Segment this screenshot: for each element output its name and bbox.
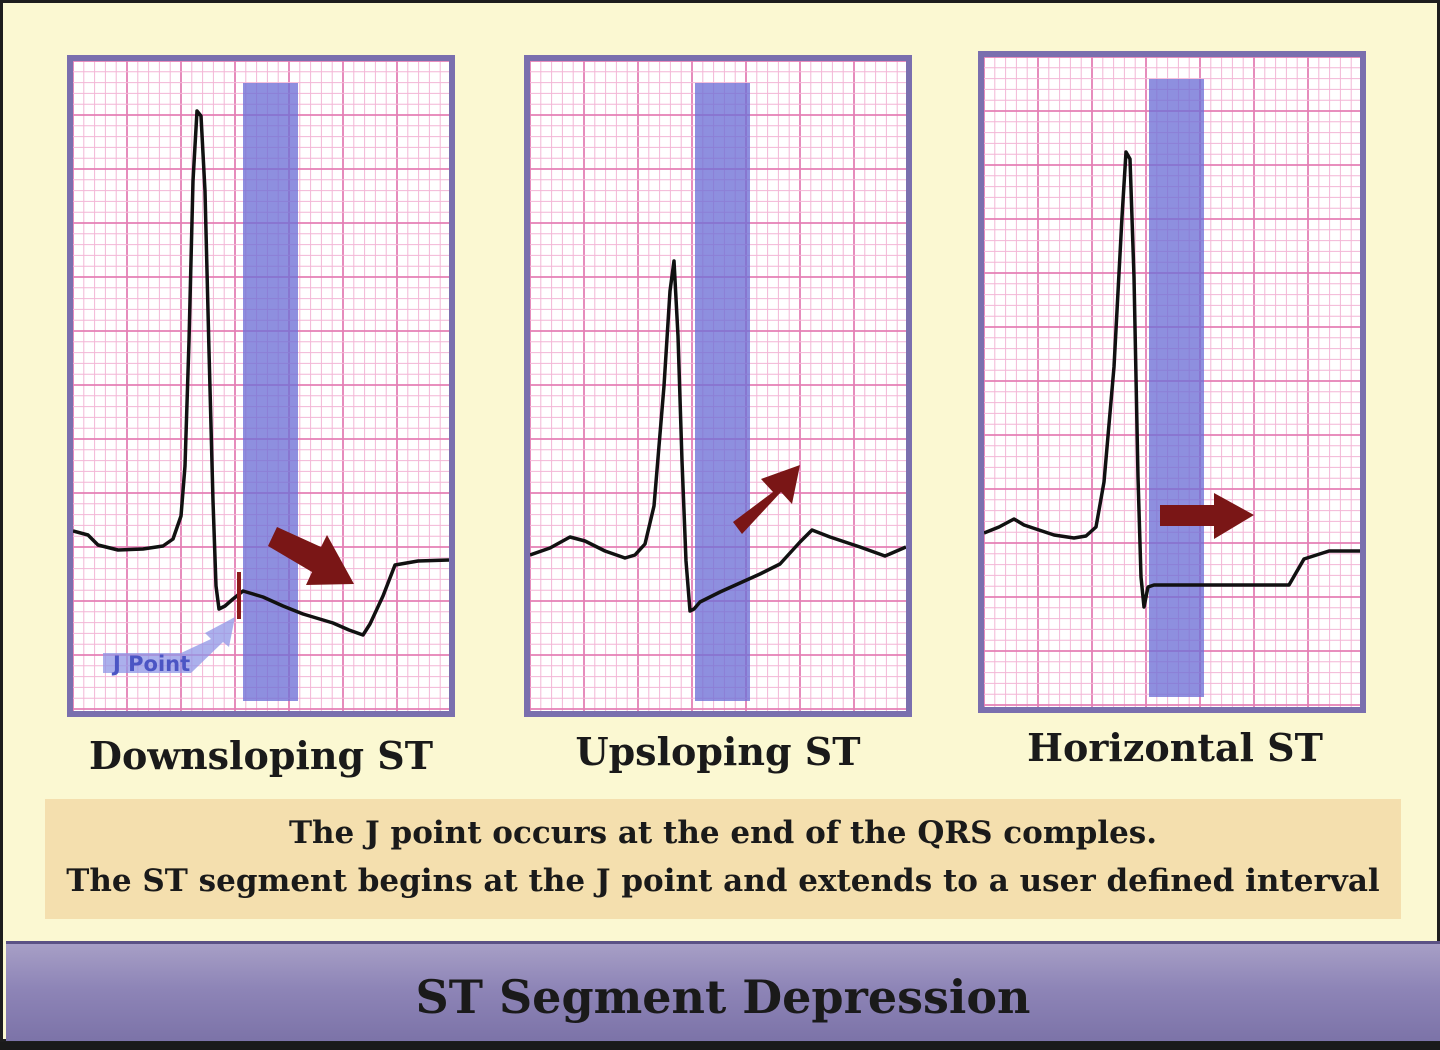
ecg-trace [530,259,906,613]
downsloping-ecg-panel: J Point [67,55,455,717]
footer-title: ST Segment Depression [415,970,1031,1024]
footer-bar: ST Segment Depression [6,941,1440,1041]
horizontal-ecg-graph [984,57,1360,707]
horizontal-ecg-panel [978,51,1366,713]
horizontal-title: Horizontal ST [1027,725,1323,770]
upsloping-arrow-icon [733,465,800,534]
explanation-line-1: The J point occurs at the end of the QRS… [288,815,1158,851]
explanation-line-2: The ST segment begins at the J point and… [66,863,1380,899]
ecg-trace [73,109,449,637]
ecg-trace [984,150,1360,609]
downsloping-arrow-icon [268,527,354,585]
upsloping-ecg-graph [530,61,906,711]
st-segment-band [695,83,750,701]
horizontal-arrow-icon [1160,493,1254,539]
j-point-pointer-icon: J Point [103,617,235,676]
j-point-label: J Point [111,652,190,676]
downsloping-ecg-graph: J Point [73,61,449,711]
upsloping-title: Upsloping ST [575,729,861,774]
st-segment-band [243,83,298,701]
explanation-box: The J point occurs at the end of the QRS… [45,799,1401,919]
upsloping-ecg-panel [524,55,912,717]
downsloping-title: Downsloping ST [89,733,433,778]
st-segment-band [1149,79,1204,697]
